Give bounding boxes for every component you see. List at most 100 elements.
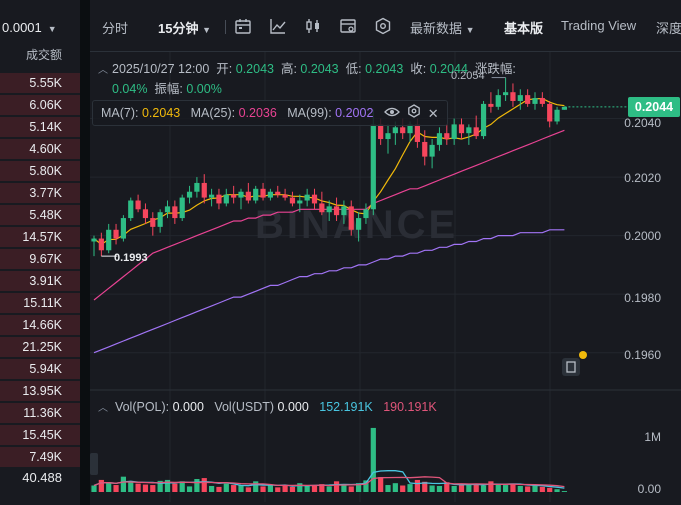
latest-data-dropdown[interactable]: 最新数据 ▼ [410, 18, 475, 37]
volume-bar [113, 485, 119, 492]
orderbook-row[interactable]: 15.45K [0, 424, 80, 446]
orderbook-row[interactable]: 5.14K [0, 116, 80, 138]
volume-bar [495, 484, 501, 492]
interval-select[interactable]: 15分钟 ▼ [158, 18, 211, 37]
candle-body [554, 109, 560, 122]
volume-bar [223, 483, 229, 492]
candle-body [370, 124, 376, 210]
high-price-marker: 0.2054 [451, 70, 485, 82]
tab-depth[interactable]: 深度 [656, 21, 681, 36]
orderbook-row[interactable]: 3.77K [0, 182, 80, 204]
precision-select[interactable]: 0.0001 ▼ [2, 20, 57, 35]
ohlc-legend: ︿ 2025/10/27 12:00 开: 0.2043 高: 0.2043 低:… [98, 60, 578, 98]
orderbook-row[interactable]: 4.60K [0, 138, 80, 160]
candle-body [98, 238, 104, 251]
kline-chart[interactable]: BINANCE [90, 52, 681, 505]
orderbook-row-value: 4.60K [29, 142, 62, 156]
hexagon-settings-icon[interactable] [374, 17, 392, 35]
candle-body [333, 206, 340, 216]
volume-bar [407, 484, 413, 492]
orderbook-row[interactable]: 21.25K [0, 336, 80, 358]
orderbook-row[interactable]: 14.57K [0, 226, 80, 248]
volume-bar [201, 478, 207, 492]
notes-icon [562, 358, 580, 376]
volume-bar [466, 485, 472, 492]
volume-bar [106, 482, 112, 492]
orderbook-row[interactable]: 5.94K [0, 358, 80, 380]
orderbook-row-value: 7.49K [29, 450, 62, 464]
volume-bar [267, 484, 273, 492]
tab-basic-view[interactable]: 基本版 [504, 21, 544, 36]
volume-bar [378, 477, 384, 492]
orderbook-row[interactable]: 11.36K [0, 402, 80, 424]
volume-legend: ︿ Vol(POL): 0.000 Vol(USDT) 0.000 152.19… [98, 399, 437, 414]
orderbook-row[interactable]: 14.66K [0, 314, 80, 336]
orderbook-row[interactable]: 5.55K [0, 72, 80, 94]
candle-body [341, 206, 347, 216]
depth-bar [0, 227, 80, 247]
volume-bar [157, 480, 163, 492]
tab-timeline[interactable]: 分时 [102, 21, 129, 36]
volume-bar [392, 483, 398, 492]
depth-bar [0, 447, 80, 467]
depth-bar [0, 139, 80, 159]
orderbook-row-value: 21.25K [22, 340, 62, 354]
settings-icon[interactable] [407, 102, 421, 126]
volume-bar [216, 486, 222, 492]
candlestick-icon[interactable] [304, 17, 322, 35]
current-price-tag: 0.2044 [628, 97, 680, 117]
collapse-chevron-icon[interactable]: ︿ [98, 65, 108, 76]
volume-bar [326, 486, 332, 492]
orderbook-row[interactable]: 3.91K [0, 270, 80, 292]
candle-body [260, 188, 266, 198]
volume-bar [348, 486, 354, 492]
volume-bar [400, 485, 406, 492]
volume-bar [561, 491, 567, 492]
tab-tradingview[interactable]: Trading View [561, 18, 637, 33]
low-label: 低: [345, 62, 362, 76]
kline-panel: 分时 15分钟 ▼ 最新数据 ▼ 基本版 Trading View 深度 BIN… [90, 0, 681, 505]
orderbook-row[interactable]: 5.48K [0, 204, 80, 226]
candle-body [113, 229, 119, 239]
candle-body [356, 218, 362, 230]
depth-bar [0, 293, 80, 313]
volume-tick-0: 1M [644, 430, 661, 444]
price-tick-2: 0.2000 [624, 229, 661, 243]
price-tick-1: 0.2020 [624, 171, 661, 185]
orderbook-row[interactable]: 7.49K [0, 446, 80, 468]
turnover-header: 成交额 [25, 48, 62, 62]
candle-body [289, 197, 296, 204]
collapse-chevron-icon[interactable]: ︿ [98, 403, 108, 414]
candle-body [436, 133, 443, 145]
orderbook-row[interactable]: 5.80K [0, 160, 80, 182]
orderbook-row-value: 6.06K [29, 98, 62, 112]
ohlc-datetime: 2025/10/27 12:00 [112, 62, 210, 76]
candle-body [473, 127, 479, 137]
volume-bar [517, 485, 523, 492]
candle-body [172, 206, 178, 219]
ma25-label: MA(25): [190, 106, 236, 120]
precision-value: 0.0001 [2, 20, 42, 35]
candle-body [150, 218, 156, 227]
volume-bar [282, 485, 288, 492]
eye-icon[interactable] [383, 102, 400, 126]
volume-bar [547, 487, 553, 492]
line-chart-icon[interactable] [269, 17, 287, 35]
close-icon[interactable]: ✕ [427, 105, 439, 121]
candle-body [223, 194, 229, 204]
candle-body [547, 103, 553, 122]
candle-body [157, 212, 163, 227]
indicator-settings-icon[interactable] [339, 17, 357, 35]
watermark-text: BINANCE [255, 203, 458, 247]
volume-bar [209, 485, 215, 492]
orderbook-row[interactable]: 15.11K [0, 292, 80, 314]
calendar-icon[interactable] [234, 17, 252, 35]
volume-bar [172, 483, 178, 492]
volume-bar [142, 484, 149, 492]
ma-legend[interactable]: MA(7): 0.2043 MA(25): 0.2036 MA(99): 0.2… [92, 100, 448, 126]
candle-body [253, 188, 259, 201]
orderbook-row[interactable]: 13.95K [0, 380, 80, 402]
close-label: 收: [410, 62, 427, 76]
orderbook-row[interactable]: 9.67K [0, 248, 80, 270]
orderbook-row[interactable]: 6.06K [0, 94, 80, 116]
